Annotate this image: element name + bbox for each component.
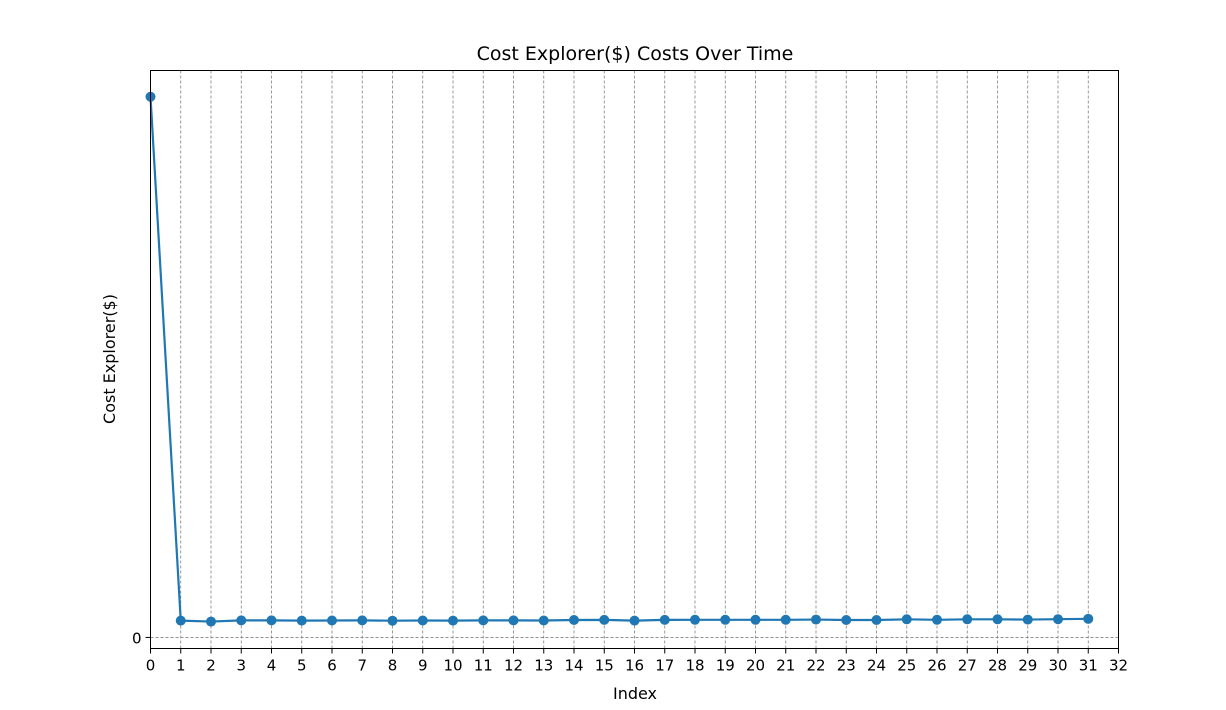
x-tick-label: 11	[474, 657, 493, 675]
data-point	[357, 615, 368, 626]
x-tick-label: 3	[236, 657, 246, 675]
x-tick-label: 17	[655, 657, 674, 675]
data-point	[599, 614, 610, 625]
data-point	[1083, 613, 1094, 624]
data-point	[266, 615, 277, 626]
data-point	[962, 614, 973, 625]
data-point	[327, 615, 337, 626]
grid-lines	[150, 70, 1119, 649]
y-axis: 0	[132, 629, 151, 647]
data-point	[750, 614, 761, 625]
series-line	[149, 96, 1089, 623]
data-point	[296, 615, 307, 626]
x-tick-label: 7	[357, 657, 367, 675]
data-point	[569, 615, 579, 626]
data-point	[659, 614, 670, 625]
x-tick-label: 23	[837, 657, 856, 675]
x-tick-label: 15	[595, 657, 614, 675]
data-point	[478, 615, 489, 626]
x-tick-label: 28	[988, 657, 1007, 675]
x-tick-label: 29	[1018, 657, 1037, 675]
data-point	[871, 615, 882, 626]
data-point	[811, 614, 821, 625]
x-tick-label: 8	[388, 657, 398, 675]
x-tick-label: 30	[1048, 657, 1067, 675]
data-point	[690, 614, 700, 625]
data-point	[387, 615, 398, 626]
x-tick-label: 27	[958, 657, 977, 675]
x-tick-label: 2	[206, 657, 216, 675]
data-point	[992, 614, 1003, 625]
data-point	[175, 615, 186, 626]
data-point	[538, 615, 549, 626]
data-point	[508, 615, 519, 626]
x-tick-label: 13	[534, 657, 553, 675]
data-point	[720, 614, 731, 625]
y-tick-label: 0	[132, 629, 142, 647]
x-tick-label: 32	[1109, 657, 1128, 675]
chart-title: Cost Explorer($) Costs Over Time	[477, 43, 794, 65]
x-tick-label: 25	[897, 657, 916, 675]
x-tick-label: 21	[776, 657, 795, 675]
data-point	[932, 614, 942, 625]
x-tick-label: 19	[716, 657, 735, 675]
x-tick-label: 1	[176, 657, 186, 675]
x-tick-label: 14	[564, 657, 583, 675]
data-point	[448, 615, 458, 626]
data-point	[629, 615, 640, 626]
x-tick-label: 24	[867, 657, 886, 675]
y-axis-label: Cost Explorer($)	[100, 294, 119, 424]
data-point	[206, 616, 216, 627]
x-tick-label: 26	[927, 657, 946, 675]
x-tick-label: 9	[418, 657, 428, 675]
x-tick-label: 6	[327, 657, 337, 675]
x-tick-label: 31	[1079, 657, 1098, 675]
x-axis-label: Index	[613, 684, 657, 703]
x-tick-label: 22	[806, 657, 825, 675]
x-tick-label: 4	[267, 657, 277, 675]
series-layer	[145, 91, 1094, 627]
data-point	[841, 615, 852, 626]
x-tick-label: 18	[685, 657, 704, 675]
x-tick-label: 0	[146, 657, 156, 675]
x-tick-label: 12	[504, 657, 523, 675]
data-point	[236, 615, 247, 626]
data-point	[780, 614, 791, 625]
x-tick-label: 10	[443, 657, 462, 675]
data-point	[1053, 614, 1063, 625]
x-axis: 0 1 2 3 4 5 6 7 8 9 10 11 12 13 14 15 16 17 18 19 20 21 22 23 24…	[146, 648, 1128, 675]
x-tick-label: 5	[297, 657, 307, 675]
data-point	[417, 615, 428, 626]
x-tick-label: 16	[625, 657, 644, 675]
data-point	[1022, 614, 1033, 625]
data-point	[901, 614, 912, 625]
x-tick-label: 20	[746, 657, 765, 675]
